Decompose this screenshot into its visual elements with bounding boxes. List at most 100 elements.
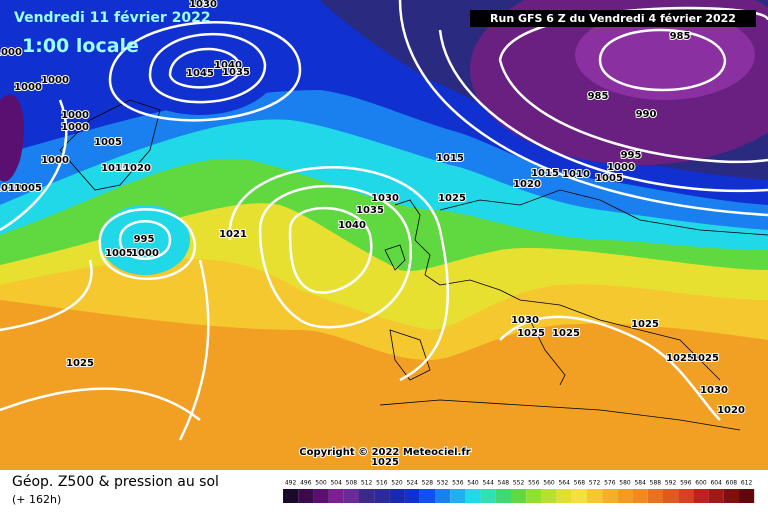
- colorbar-label: 560: [543, 480, 555, 487]
- colorbar-swatch: [587, 489, 603, 503]
- colorbar-label: 512: [361, 480, 373, 487]
- colorbar-swatch: [647, 489, 663, 503]
- colorbar-label: 508: [346, 480, 358, 487]
- isobar-label: 1045: [186, 68, 214, 79]
- colorbar-swatch: [404, 489, 420, 503]
- isobar-label: 1040: [214, 60, 242, 71]
- colorbar-label: 588: [650, 480, 662, 487]
- colorbar-label: 592: [665, 480, 677, 487]
- colorbar-label: 520: [391, 480, 403, 487]
- isobar-label: 1020: [513, 179, 541, 190]
- colorbar-label: 544: [482, 480, 494, 487]
- colorbar-swatch: [419, 489, 435, 503]
- isobar-label: 1005: [14, 183, 42, 194]
- colorbar-swatch: [632, 489, 648, 503]
- isobar-label: 1035: [356, 205, 384, 216]
- isobar-label: 1005: [595, 173, 623, 184]
- colorbar-label: 564: [558, 480, 570, 487]
- isobar-label: 1025: [552, 328, 580, 339]
- colorbar-swatch: [526, 489, 542, 503]
- colorbar-swatch: [389, 489, 405, 503]
- valid-date: Vendredi 11 février 2022: [14, 10, 211, 26]
- isobar-label: 1025: [691, 353, 719, 364]
- colorbar-label: 516: [376, 480, 388, 487]
- isobar-label: 995: [621, 150, 642, 161]
- colorbar-swatch: [571, 489, 587, 503]
- colorbar-label: 548: [498, 480, 510, 487]
- colorbar-label: 568: [574, 480, 586, 487]
- colorbar-swatch: [556, 489, 572, 503]
- copyright: Copyright © 2022 Meteociel.fr: [299, 447, 470, 458]
- colorbar-swatch: [328, 489, 344, 503]
- isobar-label: 1025: [631, 319, 659, 330]
- isobar-label: 1015: [436, 153, 464, 164]
- isobar-label: 1025: [517, 328, 545, 339]
- colorbar-label: 604: [710, 480, 722, 487]
- isobar-label: 1025: [371, 457, 399, 468]
- isobar-label: 985: [670, 31, 691, 42]
- isobar-label: 1030: [189, 0, 217, 10]
- colorbar-label: 492: [285, 480, 297, 487]
- colorbar-swatch: [723, 489, 739, 503]
- isobar-label: 1010: [0, 183, 22, 194]
- run-banner: [470, 10, 756, 27]
- isobar-label: 1000: [61, 110, 89, 121]
- footer-title: Géop. Z500 & pression au sol: [12, 474, 219, 490]
- colorbar-label: 528: [422, 480, 434, 487]
- colorbar-label: 572: [589, 480, 601, 487]
- colorbar-label: 576: [604, 480, 616, 487]
- coastlines: [59, 99, 768, 431]
- colorbar-swatch: [435, 489, 451, 503]
- colorbar-label: 600: [695, 480, 707, 487]
- colorbar-label: 540: [467, 480, 479, 487]
- valid-time: 1:00 locale: [22, 35, 139, 57]
- isobar-label: 1040: [338, 220, 366, 231]
- isobar-label: 1000: [607, 162, 635, 173]
- isobar-label: 985: [588, 91, 609, 102]
- colorbar-label: 504: [330, 480, 342, 487]
- colorbar-swatch: [480, 489, 496, 503]
- isobar-label: 1005: [94, 137, 122, 148]
- isobar-label: 1010: [562, 169, 590, 180]
- isobar-label: 1000: [41, 155, 69, 166]
- colorbar-swatch: [511, 489, 527, 503]
- isobar-label: 1015: [101, 163, 129, 174]
- isobar-label: 1030: [371, 193, 399, 204]
- colorbar-label: 556: [528, 480, 540, 487]
- colorbar-swatch: [602, 489, 618, 503]
- colorbar-swatch: [343, 489, 359, 503]
- isobar-label: 1035: [222, 67, 250, 78]
- colorbar-label: 496: [300, 480, 312, 487]
- run-info: Run GFS 6 Z du Vendredi 4 février 2022: [490, 12, 736, 25]
- colorbar-label: 608: [726, 480, 738, 487]
- colorbar-label: 580: [619, 480, 631, 487]
- colorbar-label: 524: [406, 480, 418, 487]
- isobar-label: 1025: [66, 358, 94, 369]
- isobar-label: 1000: [14, 82, 42, 93]
- footer-lead: (+ 162h): [12, 493, 61, 506]
- colorbar-swatch: [693, 489, 709, 503]
- isobar-label: 1015: [531, 168, 559, 179]
- colorbar-label: 552: [513, 480, 525, 487]
- colorbar-label: 532: [437, 480, 449, 487]
- colorbar-swatch: [678, 489, 694, 503]
- field: [0, 0, 768, 470]
- colorbar-label: 500: [315, 480, 327, 487]
- colorbar-label: 536: [452, 480, 464, 487]
- colorbar-swatch: [465, 489, 481, 503]
- colorbar-label: 596: [680, 480, 692, 487]
- colorbar-swatch: [708, 489, 724, 503]
- colorbar-swatch: [617, 489, 633, 503]
- colorbar-label: 584: [634, 480, 646, 487]
- colorbar-swatch: [298, 489, 314, 503]
- colorbar-swatch: [450, 489, 466, 503]
- isobar-label: 1000: [61, 122, 89, 133]
- isobar-label: 990: [636, 109, 657, 120]
- isobar-label: 1020: [123, 163, 151, 174]
- isobar-label: 1000: [131, 248, 159, 259]
- colorbar-swatch: [374, 489, 390, 503]
- colorbar-swatch: [283, 489, 299, 503]
- isobar-label: 1021: [219, 229, 247, 240]
- isobar-label: 1005: [105, 248, 133, 259]
